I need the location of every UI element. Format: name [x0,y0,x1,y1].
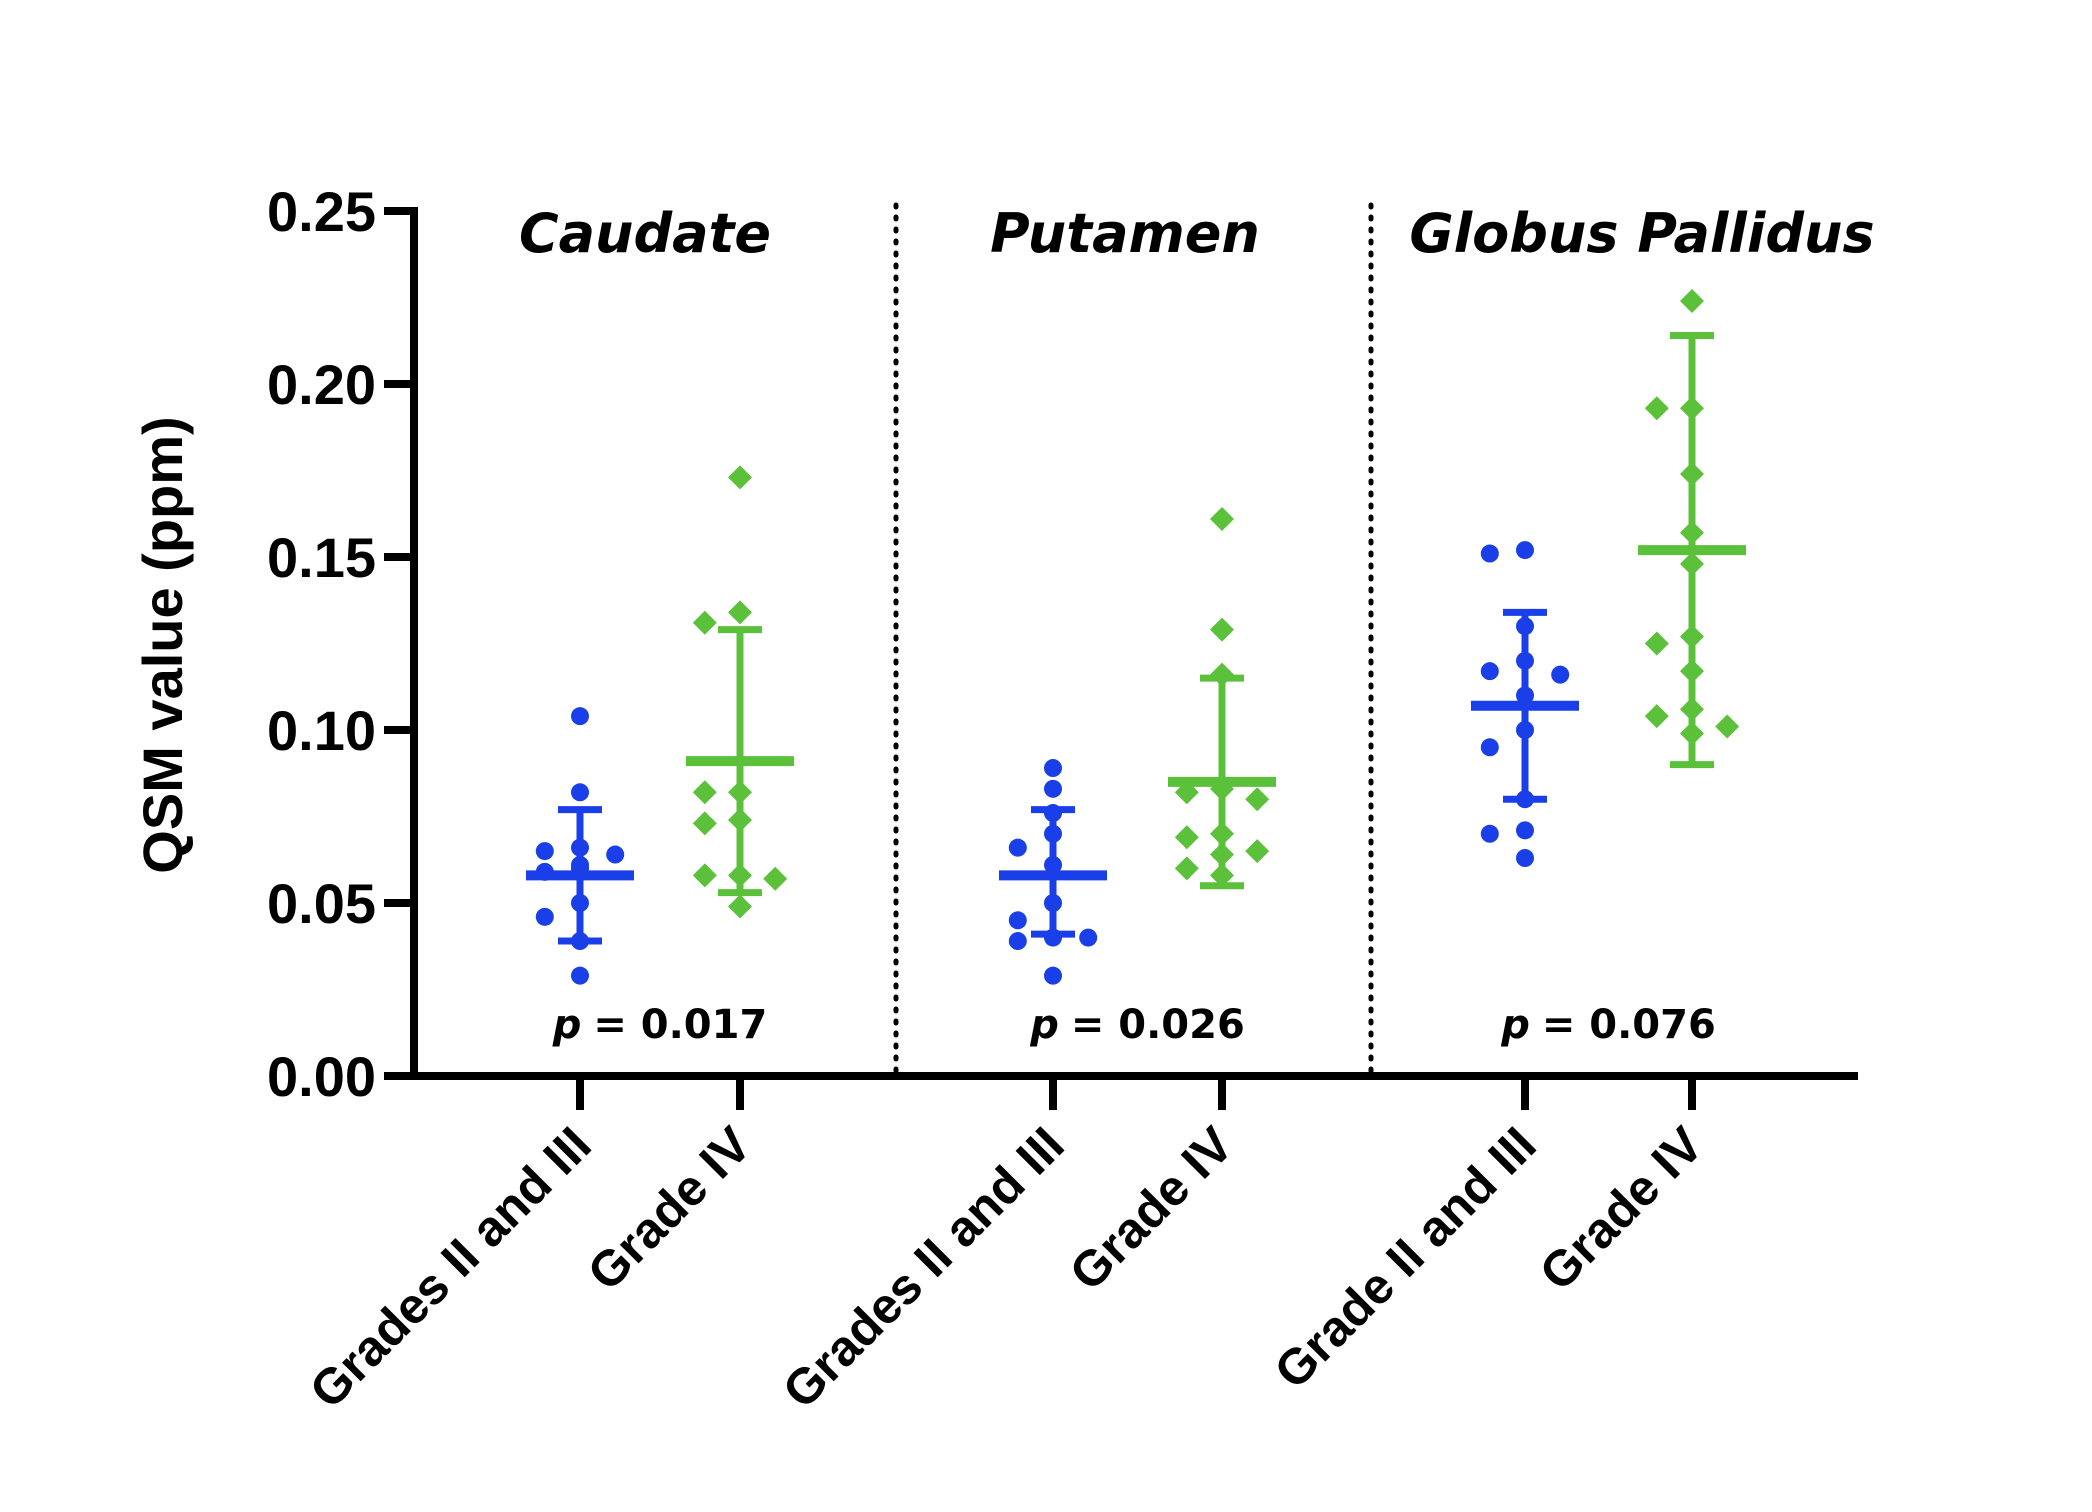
data-point [1008,932,1027,951]
x-tick-label: Grade IV [577,1116,762,1301]
group-low_grade [1471,541,1579,868]
data-point [571,966,589,985]
group-low_grade [999,759,1107,985]
data-point [571,783,589,802]
data-point [1480,738,1499,757]
data-point [1210,617,1234,642]
data-point [1516,849,1534,868]
data-point [606,845,625,864]
panel-title: Putamen [990,202,1260,265]
data-point [1516,821,1534,840]
panel-putamen: Putamen p = 0.026 [990,202,1276,1048]
data-point [1551,665,1570,684]
group-grade_iv [1168,506,1276,890]
p-symbol: p [1500,1002,1530,1048]
panel-title: Globus Pallidus [1409,202,1874,265]
y-axis: 0.00 0.05 0.10 0.15 0.20 0.25 [267,180,418,1108]
group-grade_iv [686,465,794,919]
data-point [1245,787,1270,812]
data-point [1044,966,1062,985]
data-point [1044,779,1062,798]
y-tick-label: 0.00 [267,1045,376,1108]
data-point [1715,714,1740,739]
data-point [1644,396,1669,421]
data-point [692,780,717,805]
p-symbol: p [1029,1002,1059,1048]
data-point [1644,704,1669,729]
p-value-text: = 0.076 [1542,1002,1716,1048]
data-point [1516,541,1534,560]
group-grade_iv [1638,288,1746,769]
data-point [1044,759,1062,778]
data-point [1079,928,1098,947]
data-point [1480,824,1499,843]
data-point [1008,911,1027,930]
data-point [1480,662,1499,681]
y-tick-label: 0.25 [267,180,376,243]
data-point [571,707,589,726]
x-tick-label: Grade II and III [1264,1116,1547,1399]
y-tick-label: 0.20 [267,353,376,416]
y-tick-label: 0.05 [267,872,376,935]
y-tick-label: 0.10 [267,699,376,762]
p-value-text: = 0.017 [593,1002,767,1048]
data-point [692,811,717,836]
x-tick-label: Grades II and III [772,1116,1075,1419]
group-low_grade [526,707,634,985]
data-point [1008,838,1027,857]
p-value-label: p = 0.026 [1029,1002,1245,1048]
data-point [763,866,788,891]
p-symbol: p [552,1002,582,1048]
data-point [728,894,752,919]
data-point [1644,631,1669,656]
data-point [1174,856,1199,881]
y-axis-label: QSM value (ppm) [131,416,194,873]
panel-globus-pallidus: Globus Pallidus p = 0.076 [1409,202,1874,1048]
x-tick-label: Grades II and III [299,1116,602,1419]
y-tick-label: 0.15 [267,526,376,589]
data-point [1174,825,1199,850]
data-point [1210,506,1234,531]
p-value-label: p = 0.017 [552,1002,768,1048]
data-point [1245,839,1270,864]
p-value-label: p = 0.076 [1500,1002,1716,1048]
x-tick-label: Grade IV [1059,1116,1244,1301]
panel-caudate: Caudate p = 0.017 [519,202,794,1048]
data-point [1480,544,1499,563]
x-tick-label: Grade IV [1529,1116,1714,1301]
data-point [1680,288,1704,313]
panel-title: Caudate [519,202,771,265]
panel-dividers [893,202,1374,1079]
p-value-text: = 0.026 [1071,1002,1245,1048]
data-point [692,610,717,635]
data-point [692,863,717,888]
data-point [535,842,554,861]
data-point [728,465,752,490]
data-point [728,600,752,625]
data-point [535,907,554,926]
